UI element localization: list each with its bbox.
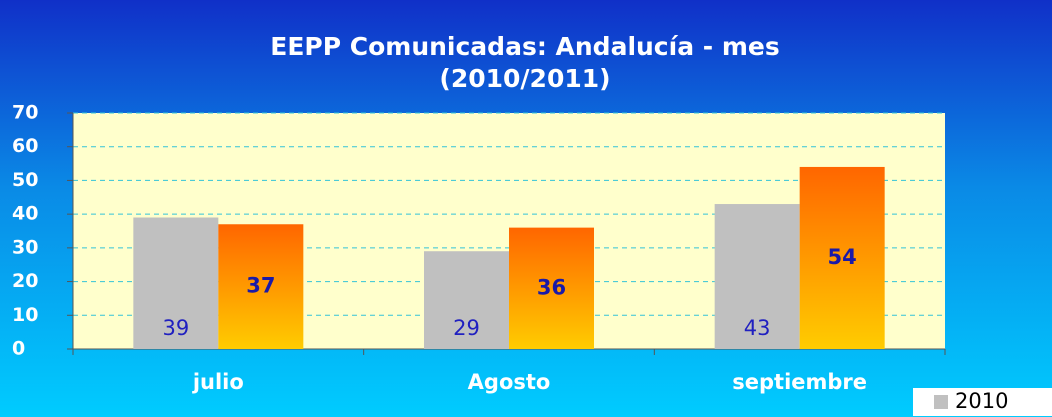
bar [799, 166, 885, 349]
x-tick-label: Agosto [468, 370, 551, 394]
legend-swatch [934, 395, 948, 409]
x-tick-label: julio [192, 370, 244, 394]
y-tick-label: 30 [12, 236, 38, 258]
y-tick-label: 70 [12, 102, 38, 124]
y-tick-label: 0 [12, 338, 25, 360]
legend-label: 2010 [955, 389, 1008, 413]
y-tick-label: 10 [12, 304, 38, 326]
x-tick-label: septiembre [732, 370, 867, 394]
bar [424, 251, 509, 349]
data-label: 43 [744, 316, 771, 340]
data-label: 37 [246, 274, 275, 298]
y-tick-label: 60 [12, 135, 38, 157]
y-tick-label: 50 [12, 169, 38, 191]
y-tick-label: 40 [12, 203, 38, 225]
bar [133, 217, 219, 349]
data-label: 54 [828, 245, 857, 269]
data-label: 29 [453, 316, 480, 340]
y-tick-label: 20 [12, 270, 38, 292]
data-label: 39 [162, 316, 189, 340]
chart-title: (2010/2011) [439, 64, 610, 93]
bar [714, 204, 800, 349]
chart-title: EEPP Comunicadas: Andalucía - mes [270, 32, 780, 61]
data-label: 36 [537, 275, 566, 299]
bar [509, 227, 594, 349]
bar [218, 224, 304, 349]
